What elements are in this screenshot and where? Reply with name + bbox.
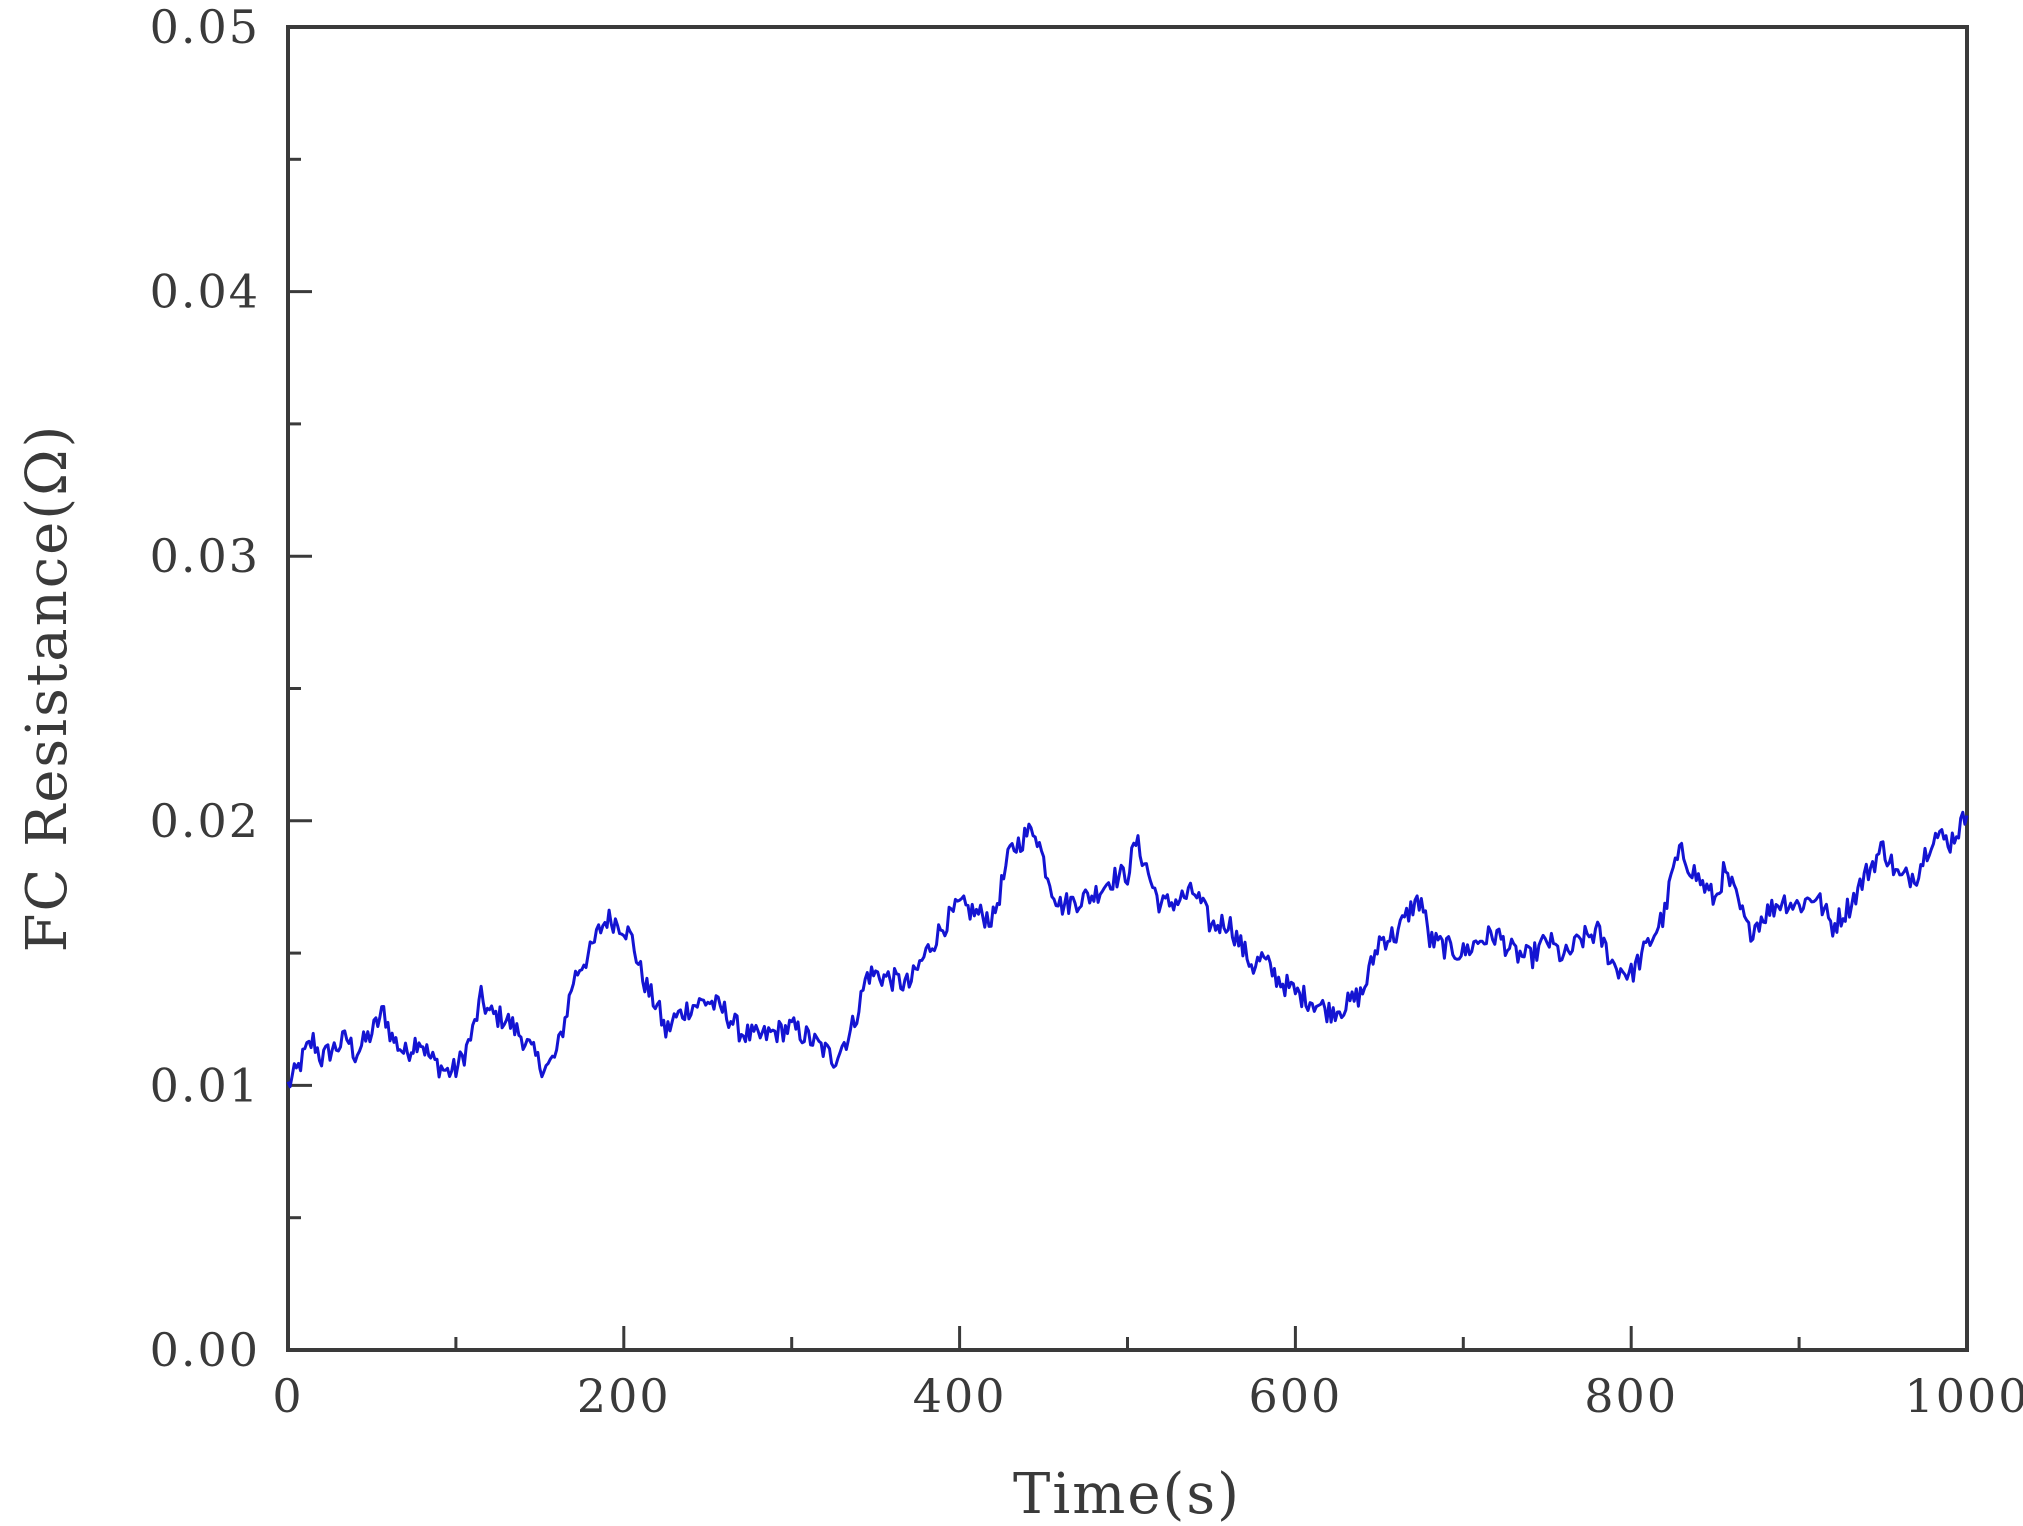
series-layer [286,810,1969,1089]
x-axis-tick-labels: 0 200 400 600 800 1000 [272,1369,2023,1423]
y-tick-label: 0.04 [150,265,260,319]
y-axis-tick-labels: 0.00 0.01 0.02 0.03 0.04 0.05 [150,0,260,1377]
x-axis-ticks [286,1326,1969,1350]
y-tick-label: 0.02 [150,794,260,848]
x-tick-label: 0 [272,1369,303,1423]
x-tick-label: 600 [1248,1369,1342,1423]
plot-frame [286,25,1969,1352]
y-axis-label: FC Resistance(Ω) [15,424,80,953]
y-tick-label: 0.00 [150,1323,260,1377]
x-tick-label: 400 [913,1369,1007,1423]
x-axis-label: Time(s) [1013,1462,1241,1526]
series-line [286,810,1969,1089]
x-tick-label: 800 [1584,1369,1678,1423]
y-axis-ticks [288,25,312,1352]
x-tick-label: 200 [577,1369,671,1423]
y-tick-label: 0.01 [150,1058,260,1112]
x-tick-label: 1000 [1904,1369,2023,1423]
y-tick-label: 0.05 [150,0,260,54]
y-tick-label: 0.03 [150,529,260,583]
